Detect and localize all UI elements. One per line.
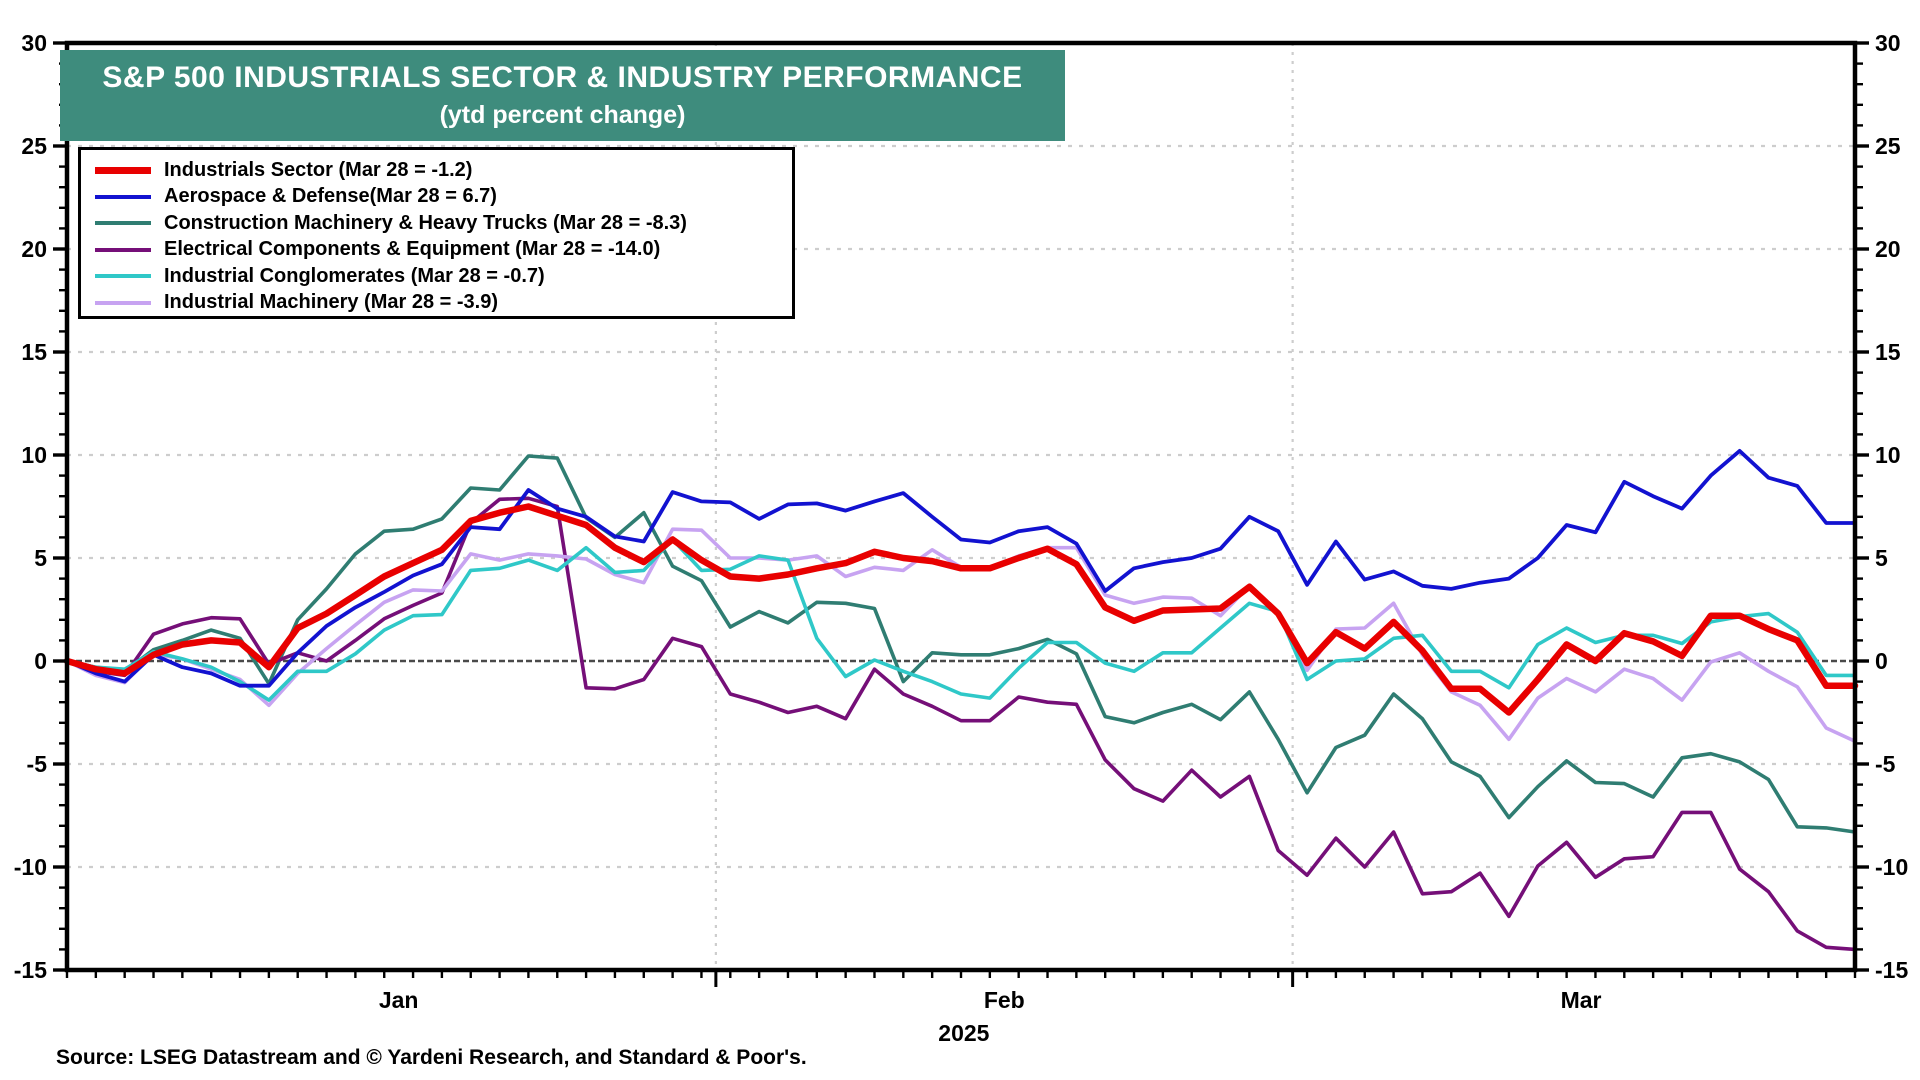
y-axis-label-left: 25 [21,133,47,159]
series-line-electrical-components-equipment [65,496,1857,952]
y-axis-label-left: 15 [21,339,47,365]
legend-box: Industrials Sector (Mar 28 = -1.2) Aerosp… [78,147,795,319]
y-axis-label-left: -10 [14,854,47,880]
y-axis-label-right: -15 [1875,957,1908,983]
legend-swatch [95,274,151,279]
y-axis-label-left: -15 [14,957,47,983]
axis-labels: 30 30 25 25 20 20 15 15 10 10 5 5 0 0 -5 -5 -10 -10 -15 -15… [14,30,1909,1046]
legend-label: Electrical Components & Equipment (Mar 2… [164,238,661,261]
chart-title: S&P 500 INDUSTRIALS SECTOR & INDUSTRY PE… [102,61,1023,94]
x-axis-month-label: Jan [379,987,419,1013]
y-axis-label-left: 20 [21,236,47,262]
y-axis-label-left: 0 [34,648,47,674]
series-lines [63,448,1859,952]
y-axis-label-right: 25 [1875,133,1901,159]
chart-subtitle: (ytd percent change) [439,101,686,129]
legend-item-6: Industrial Machinery (Mar 28 = -3.9) [95,290,792,317]
legend-item-2: Aerospace & Defense(Mar 28 = 6.7) [95,184,792,211]
legend-item-1: Industrials Sector (Mar 28 = -1.2) [95,157,792,184]
x-axis-month-label: Feb [984,987,1025,1013]
legend-swatch [95,166,151,174]
series-line-aerospace-defense [65,448,1857,688]
legend-item-3: Construction Machinery & Heavy Trucks (M… [95,210,792,237]
y-axis-label-left: 10 [21,442,47,468]
axis-ticks [53,41,1869,987]
y-axis-label-right: 0 [1875,648,1888,674]
source-note: Source: LSEG Datastream and © Yardeni Re… [56,1046,807,1069]
y-axis-label-right: -5 [1875,751,1896,777]
y-axis-label-right: 30 [1875,30,1901,56]
y-axis-label-left: 30 [21,30,47,56]
legend-label: Industrial Machinery (Mar 28 = -3.9) [164,291,498,314]
legend-item-4: Electrical Components & Equipment (Mar 2… [95,237,792,264]
legend-label: Industrial Conglomerates (Mar 28 = -0.7) [164,264,545,287]
series-line-industrial-conglomerates [65,537,1857,702]
legend-label: Industrials Sector (Mar 28 = -1.2) [164,158,473,181]
y-axis-label-right: 5 [1875,545,1888,571]
x-axis-year-label: 2025 [938,1020,989,1046]
legend-item-5: Industrial Conglomerates (Mar 28 = -0.7) [95,263,792,290]
y-axis-label-left: 5 [34,545,47,571]
y-axis-label-right: 10 [1875,442,1901,468]
chart-title-banner: S&P 500 INDUSTRIALS SECTOR & INDUSTRY PE… [60,50,1065,141]
series-line-industrial-machinery [65,527,1857,744]
legend-swatch [95,221,151,226]
legend-label: Aerospace & Defense(Mar 28 = 6.7) [164,185,497,208]
legend-swatch [95,194,151,199]
legend-swatch [95,300,151,305]
legend-swatch [95,247,151,252]
series-line-construction-machinery-heavy-trucks [65,454,1857,834]
y-axis-label-right: 20 [1875,236,1901,262]
y-axis-label-right: -10 [1875,854,1908,880]
gridlines [67,43,1855,970]
x-axis-month-label: Mar [1561,987,1602,1013]
y-axis-label-left: -5 [27,751,48,777]
series-line-industrials-sector [63,503,1859,716]
y-axis-label-right: 15 [1875,339,1901,365]
legend-label: Construction Machinery & Heavy Trucks (M… [164,211,687,234]
